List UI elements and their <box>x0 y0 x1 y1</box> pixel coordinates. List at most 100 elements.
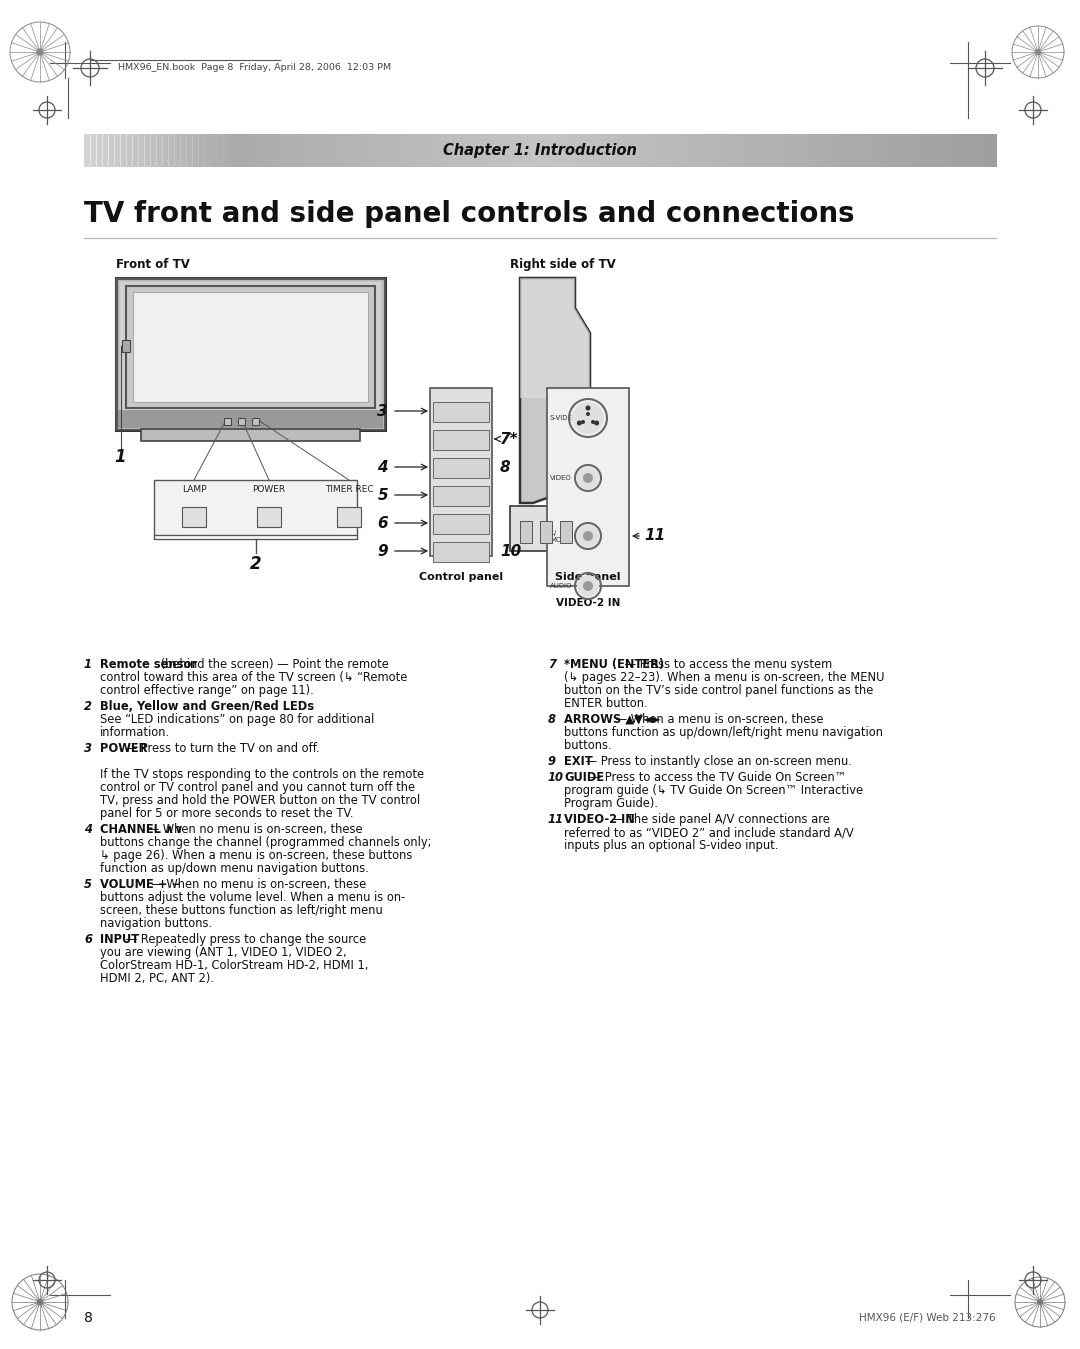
Circle shape <box>591 420 595 424</box>
Bar <box>563 134 571 167</box>
Bar <box>145 134 153 167</box>
Circle shape <box>594 421 599 425</box>
Bar <box>510 506 590 550</box>
Text: control or TV control panel and you cannot turn off the: control or TV control panel and you cann… <box>100 781 415 795</box>
Bar <box>205 134 214 167</box>
Text: 4: 4 <box>84 823 92 836</box>
Bar <box>168 134 175 167</box>
Bar <box>282 134 291 167</box>
Text: 10: 10 <box>500 544 522 558</box>
Circle shape <box>581 420 585 424</box>
Bar <box>791 134 799 167</box>
Text: inputs plus an optional S-video input.: inputs plus an optional S-video input. <box>564 839 779 853</box>
Text: 7: 7 <box>548 658 556 670</box>
Bar <box>433 459 489 478</box>
Bar <box>289 134 298 167</box>
Text: POWER: POWER <box>100 742 147 755</box>
Text: information.: information. <box>100 726 171 739</box>
Bar <box>480 134 488 167</box>
Bar <box>670 134 678 167</box>
Bar <box>141 429 360 441</box>
Bar <box>267 134 275 167</box>
Text: control effective range” on page 11).: control effective range” on page 11). <box>100 684 314 697</box>
Text: Chapter 1: Introduction: Chapter 1: Introduction <box>443 143 637 158</box>
Bar <box>410 134 419 167</box>
Text: 5: 5 <box>84 878 92 890</box>
Text: HDMI 2, PC, ANT 2).: HDMI 2, PC, ANT 2). <box>100 973 214 985</box>
Bar <box>495 134 503 167</box>
Text: MENU: MENU <box>453 437 469 441</box>
Text: HMX96_EN.book  Page 8  Friday, April 28, 2006  12:03 PM: HMX96_EN.book Page 8 Friday, April 28, 2… <box>118 63 391 73</box>
Circle shape <box>583 581 593 591</box>
Text: ColorStream HD-1, ColorStream HD-2, HDMI 1,: ColorStream HD-1, ColorStream HD-2, HDMI… <box>100 959 368 973</box>
Bar <box>320 134 328 167</box>
Text: you are viewing (ANT 1, VIDEO 1, VIDEO 2,: you are viewing (ANT 1, VIDEO 1, VIDEO 2… <box>100 946 347 959</box>
Circle shape <box>577 421 582 425</box>
Bar <box>433 402 489 422</box>
Polygon shape <box>519 278 590 503</box>
Text: 9: 9 <box>548 755 556 768</box>
Text: POWER: POWER <box>451 409 471 414</box>
Text: INPUT
CHANNEL: INPUT CHANNEL <box>448 518 474 529</box>
Text: VIDEO: VIDEO <box>550 475 571 482</box>
Bar <box>738 134 746 167</box>
Bar <box>685 134 693 167</box>
Text: — Press to turn the TV on and off.: — Press to turn the TV on and off. <box>122 742 320 755</box>
Bar <box>213 134 221 167</box>
Bar <box>204 134 211 167</box>
Text: 3: 3 <box>377 403 388 418</box>
Bar <box>237 134 244 167</box>
Bar <box>192 134 199 167</box>
Bar <box>174 134 181 167</box>
Text: Front of TV: Front of TV <box>116 258 190 271</box>
Bar <box>585 134 594 167</box>
Bar <box>860 134 868 167</box>
Bar <box>532 134 541 167</box>
Bar <box>935 134 944 167</box>
Bar <box>388 134 396 167</box>
Text: buttons change the channel (programmed channels only;: buttons change the channel (programmed c… <box>100 836 432 849</box>
Text: 9: 9 <box>377 544 388 558</box>
Bar <box>137 134 146 167</box>
Bar <box>852 134 860 167</box>
Bar <box>90 134 97 167</box>
Bar <box>342 134 351 167</box>
Text: 8: 8 <box>548 714 556 726</box>
Text: — Press to access the TV Guide On Screen™: — Press to access the TV Guide On Screen… <box>586 772 847 784</box>
Bar <box>244 134 253 167</box>
Text: See “LED indications” on page 80 for additional: See “LED indications” on page 80 for add… <box>100 714 375 726</box>
Bar <box>156 134 163 167</box>
Text: GUIDE: GUIDE <box>564 772 604 784</box>
Bar <box>152 134 161 167</box>
Bar <box>867 134 876 167</box>
Text: 4: 4 <box>377 460 388 475</box>
Bar <box>167 134 176 167</box>
Circle shape <box>1037 1299 1043 1304</box>
Bar <box>981 134 989 167</box>
Bar <box>464 134 473 167</box>
Text: 1: 1 <box>114 448 125 465</box>
Bar <box>122 340 130 352</box>
Bar <box>813 134 822 167</box>
Text: LAMP: LAMP <box>181 486 206 494</box>
Text: Control panel: Control panel <box>419 572 503 581</box>
Bar <box>631 134 639 167</box>
Text: TV front and side panel controls and connections: TV front and side panel controls and con… <box>84 200 854 228</box>
Bar <box>843 134 852 167</box>
Bar <box>228 134 235 167</box>
Bar <box>540 134 549 167</box>
Text: — The side panel A/V connections are: — The side panel A/V connections are <box>608 813 829 826</box>
Bar <box>821 134 829 167</box>
Bar <box>418 134 427 167</box>
Bar <box>238 418 245 425</box>
Text: ↳ page 26). When a menu is on-screen, these buttons: ↳ page 26). When a menu is on-screen, th… <box>100 849 413 862</box>
Text: Remote sensor: Remote sensor <box>100 658 198 670</box>
Text: button on the TV’s side control panel functions as the: button on the TV’s side control panel fu… <box>564 684 874 697</box>
Bar <box>700 134 708 167</box>
Text: CHANNEL ∧∨: CHANNEL ∧∨ <box>100 823 184 836</box>
Bar <box>768 134 777 167</box>
Bar <box>114 134 121 167</box>
Text: buttons.: buttons. <box>564 739 611 751</box>
Bar <box>561 521 572 544</box>
Bar <box>118 410 383 428</box>
